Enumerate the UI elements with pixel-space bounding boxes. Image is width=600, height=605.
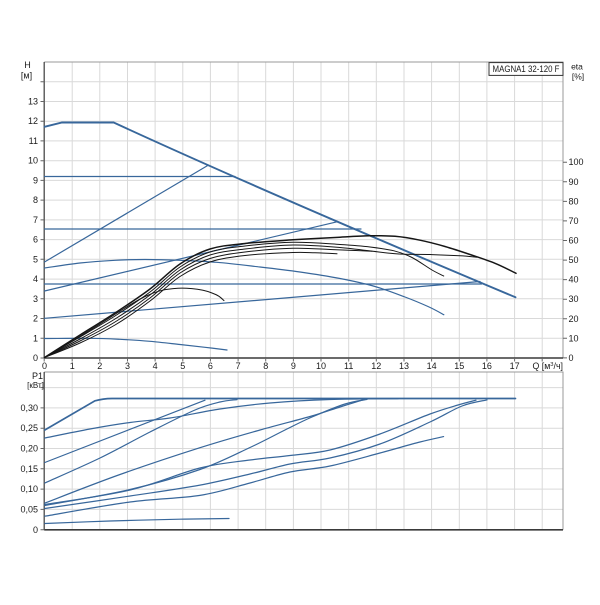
svg-text:H: H [24, 60, 31, 70]
svg-text:0,25: 0,25 [20, 423, 38, 433]
svg-text:12: 12 [28, 116, 38, 126]
svg-text:5: 5 [180, 361, 185, 371]
svg-text:Q [м3/ч]: Q [м3/ч] [533, 361, 564, 371]
svg-text:17: 17 [510, 361, 520, 371]
svg-text:13: 13 [399, 361, 409, 371]
svg-text:6: 6 [33, 235, 38, 245]
svg-text:0,20: 0,20 [20, 444, 38, 454]
svg-text:4: 4 [33, 274, 38, 284]
svg-text:60: 60 [569, 236, 579, 246]
svg-text:40: 40 [569, 275, 579, 285]
svg-text:70: 70 [569, 216, 579, 226]
svg-text:1: 1 [33, 333, 38, 343]
svg-text:2: 2 [33, 314, 38, 324]
svg-text:7: 7 [236, 361, 241, 371]
svg-text:80: 80 [569, 196, 579, 206]
svg-text:0,05: 0,05 [20, 504, 38, 514]
svg-text:100: 100 [569, 157, 584, 167]
svg-text:[%]: [%] [572, 72, 584, 82]
svg-text:0: 0 [33, 353, 38, 363]
svg-text:10: 10 [316, 361, 326, 371]
svg-text:20: 20 [569, 314, 579, 324]
svg-text:0,30: 0,30 [20, 403, 38, 413]
svg-text:9: 9 [291, 361, 296, 371]
svg-text:7: 7 [33, 215, 38, 225]
svg-text:11: 11 [29, 136, 38, 146]
svg-text:3: 3 [125, 361, 130, 371]
svg-text:8: 8 [263, 361, 268, 371]
svg-text:MAGNA1 32-120 F: MAGNA1 32-120 F [493, 64, 560, 74]
svg-text:90: 90 [569, 177, 579, 187]
svg-text:5: 5 [33, 254, 38, 264]
svg-text:0,10: 0,10 [20, 484, 38, 494]
svg-text:0: 0 [569, 353, 574, 363]
svg-text:[кВт]: [кВт] [27, 381, 44, 390]
svg-text:50: 50 [569, 255, 579, 265]
svg-text:3: 3 [33, 294, 38, 304]
svg-text:13: 13 [28, 97, 38, 107]
svg-text:14: 14 [427, 361, 437, 371]
svg-text:10: 10 [28, 156, 38, 166]
svg-text:0: 0 [42, 361, 47, 371]
svg-text:0: 0 [33, 525, 38, 535]
svg-text:2: 2 [97, 361, 102, 371]
svg-text:12: 12 [371, 361, 381, 371]
svg-text:30: 30 [569, 294, 579, 304]
svg-text:eta: eta [571, 62, 583, 72]
svg-text:6: 6 [208, 361, 213, 371]
svg-text:11: 11 [344, 361, 353, 371]
svg-text:0,15: 0,15 [20, 464, 38, 474]
svg-text:15: 15 [454, 361, 464, 371]
svg-text:10: 10 [569, 333, 579, 343]
svg-text:4: 4 [153, 361, 158, 371]
svg-text:16: 16 [482, 361, 492, 371]
svg-text:9: 9 [33, 175, 38, 185]
svg-text:[м]: [м] [21, 71, 32, 81]
svg-text:1: 1 [70, 361, 75, 371]
svg-text:8: 8 [33, 195, 38, 205]
svg-text:P1: P1 [32, 371, 43, 381]
